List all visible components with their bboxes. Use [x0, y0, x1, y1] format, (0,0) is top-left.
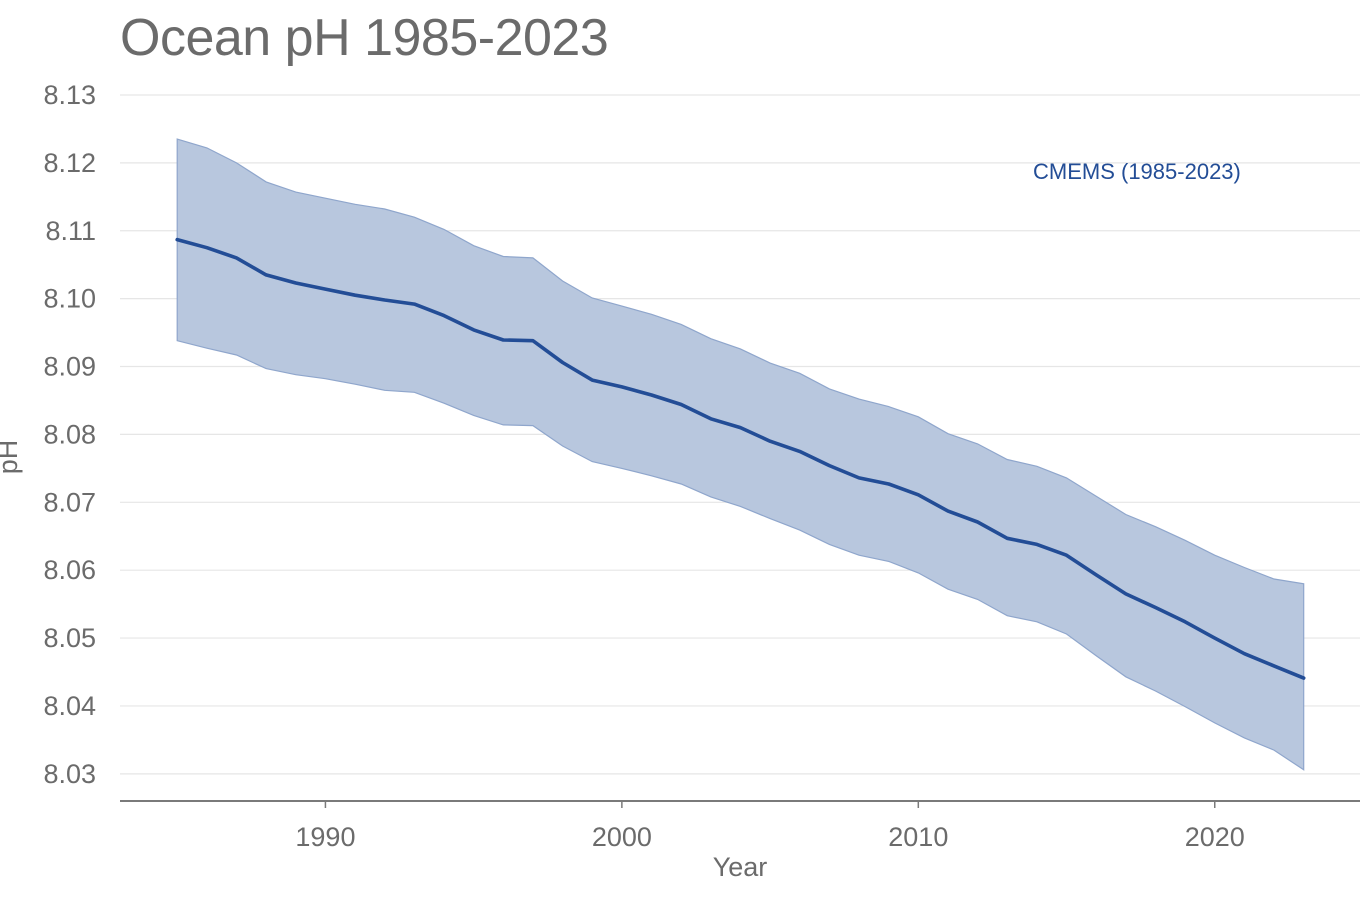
- x-axis: 1990 2000 2010 2020: [120, 800, 1360, 852]
- x-axis-label: Year: [713, 852, 768, 882]
- y-tick-label: 8.05: [43, 623, 96, 653]
- legend-entry: CMEMS (1985-2023): [1033, 159, 1241, 184]
- series-line-cmems: [175, 237, 1306, 680]
- y-tick-label: 8.09: [43, 352, 96, 382]
- y-tick-label: 8.04: [43, 691, 96, 721]
- y-axis-label: pH: [0, 440, 23, 475]
- y-tick-label: 8.10: [43, 284, 96, 314]
- chart-title: Ocean pH 1985-2023: [120, 9, 609, 67]
- x-tick-label: 1990: [295, 822, 355, 852]
- y-tick-labels: 8.03 8.04 8.05 8.06 8.07 8.08 8.09 8.10 8.11 8.12…: [43, 80, 96, 789]
- y-tick-label: 8.11: [45, 216, 96, 246]
- y-tick-label: 8.03: [43, 759, 96, 789]
- series-line-group: [175, 237, 1306, 680]
- y-tick-label: 8.07: [43, 487, 96, 517]
- y-tick-label: 8.06: [43, 555, 96, 585]
- confidence-band: [176, 138, 1305, 771]
- x-tick-label: 2010: [888, 822, 948, 852]
- confidence-band-group: [176, 138, 1305, 771]
- x-tick-label: 2000: [592, 822, 652, 852]
- y-tick-label: 8.08: [43, 419, 96, 449]
- y-tick-label: 8.13: [43, 80, 96, 110]
- x-tick-label: 2020: [1185, 822, 1245, 852]
- y-tick-label: 8.12: [43, 148, 96, 178]
